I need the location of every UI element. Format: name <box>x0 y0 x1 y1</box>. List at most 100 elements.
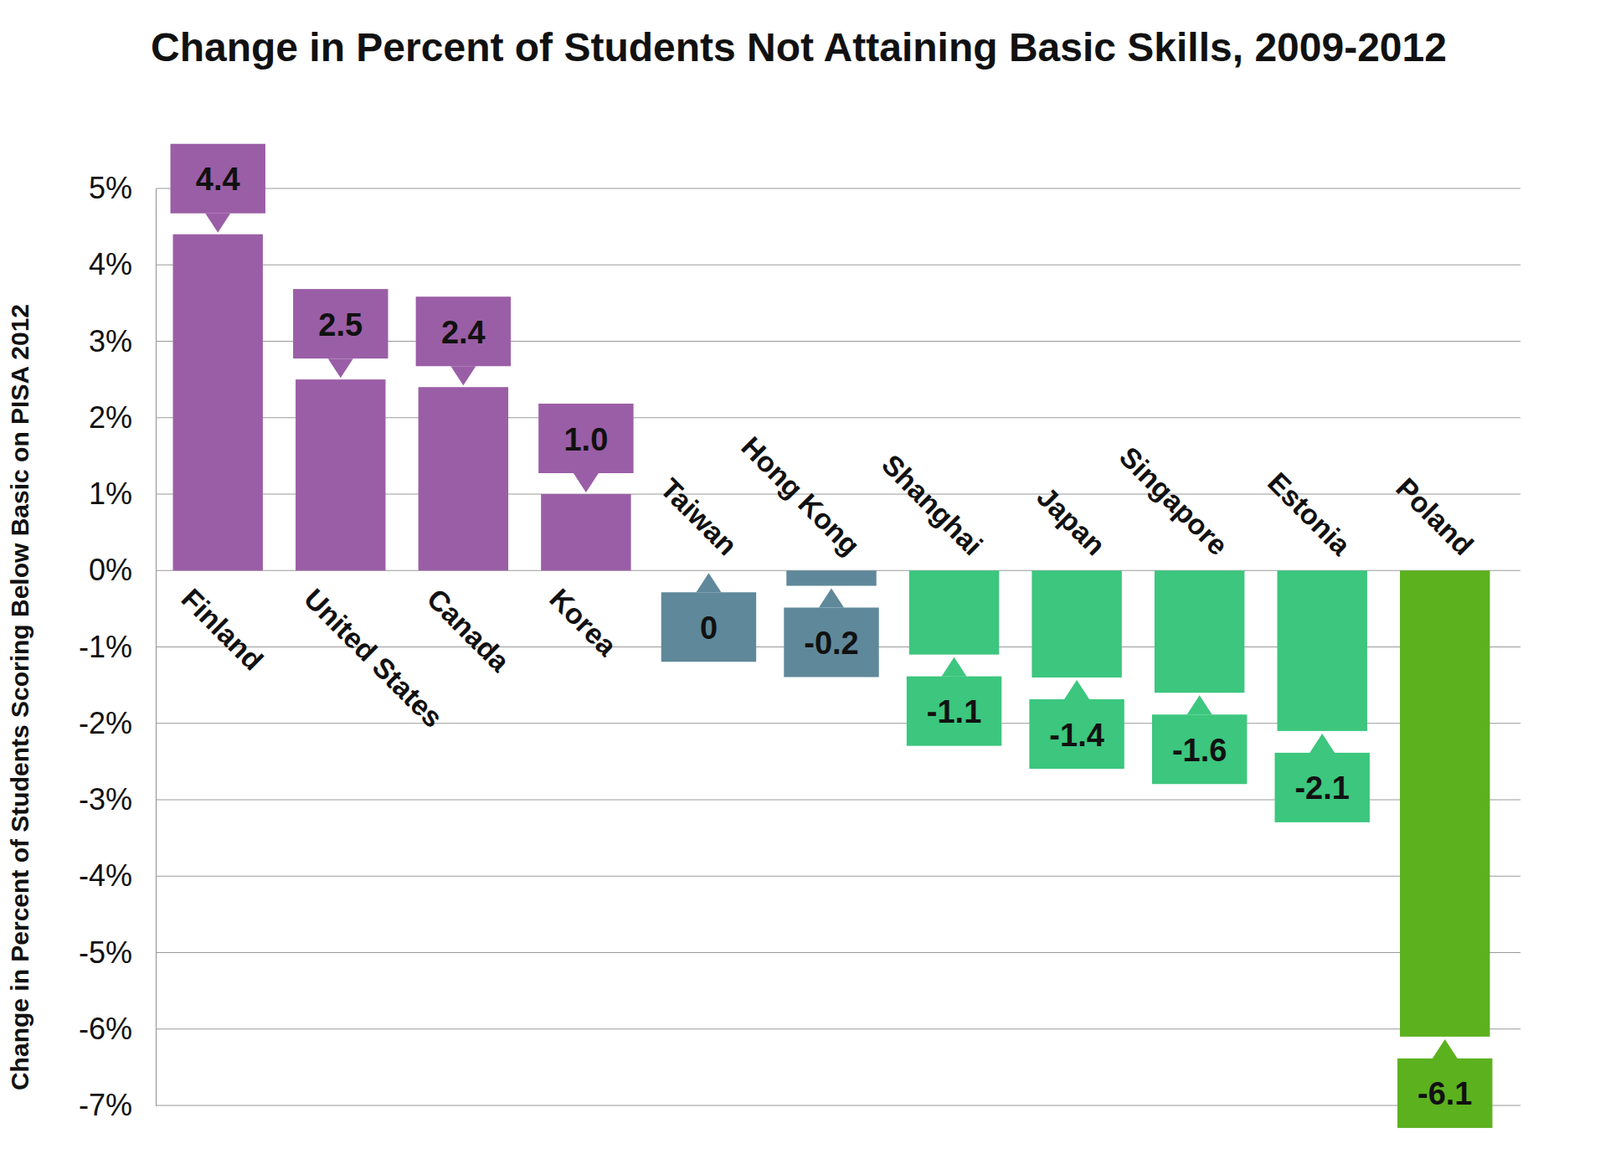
data-label-text: 2.5 <box>318 307 363 343</box>
y-tick-label: -4% <box>78 858 133 893</box>
label-box <box>1397 1058 1492 1128</box>
y-tick: -4% <box>78 858 156 893</box>
y-tick: -1% <box>78 629 156 664</box>
data-label-text: -2.1 <box>1294 770 1349 806</box>
category-label: Hong Kong <box>735 430 866 561</box>
data-label-text: 0 <box>699 610 718 646</box>
label-box <box>1152 714 1247 784</box>
data-label: -6.1 <box>1397 1039 1492 1128</box>
title-line: Change in Percent of Students Not Attain… <box>150 25 1447 70</box>
bar <box>1031 570 1122 678</box>
data-label: 2.4 <box>416 296 511 386</box>
data-label-text: -1.6 <box>1172 732 1227 768</box>
y-tick-label: 5% <box>88 170 133 206</box>
label-box <box>661 591 757 662</box>
chart: Change in Percent of Students Not Attain… <box>0 0 1600 1154</box>
data-label-text: 4.4 <box>195 161 241 197</box>
category-label: Japan <box>1030 480 1112 561</box>
y-tick: -7% <box>78 1087 156 1122</box>
y-axis-line <box>155 189 157 1107</box>
label-pointer <box>1309 733 1335 753</box>
y-tick-label: 2% <box>88 400 133 435</box>
title: Change in Percent of Students Not Attain… <box>150 25 1447 70</box>
data-label: 0 <box>661 572 757 662</box>
category-label: Singapore <box>1113 440 1235 561</box>
category-label: Shanghai <box>875 447 989 561</box>
data-label-text: -1.4 <box>1049 717 1104 753</box>
label-pointer <box>941 657 968 677</box>
y-tick: -5% <box>78 935 156 970</box>
category-label: Estonia <box>1261 465 1358 561</box>
y-tick: 0% <box>88 552 156 587</box>
y-axis: -7% -6% -5% -4% -3% -2% -1% 0% 1% 2% 3% 4% 5% <box>78 170 157 1122</box>
label-box <box>538 403 633 474</box>
y-tick-label: 3% <box>88 324 133 359</box>
grid-line <box>155 1104 1521 1106</box>
grid-line <box>155 951 1521 953</box>
data-label: 2.5 <box>293 288 388 378</box>
y-tick-label: -7% <box>78 1087 133 1122</box>
y-tick-label: 4% <box>88 246 133 282</box>
label-pointer <box>328 358 354 378</box>
y-tick-label: -2% <box>78 705 133 741</box>
y-tick: -6% <box>78 1011 156 1046</box>
data-label-text: -6.1 <box>1417 1075 1472 1112</box>
bar <box>663 570 754 572</box>
label-box <box>170 144 266 214</box>
bar <box>173 234 263 572</box>
label-box <box>1275 752 1370 823</box>
bar <box>1154 570 1245 693</box>
y-tick: -2% <box>78 705 156 741</box>
data-label-text: -1.1 <box>926 694 982 730</box>
grid-line <box>155 1028 1521 1029</box>
label-pointer <box>205 213 231 233</box>
bar <box>909 570 999 654</box>
y-tick: 1% <box>88 476 156 511</box>
category-label: Korea <box>543 581 624 663</box>
grid <box>155 188 1521 1106</box>
category-label: Canada <box>421 581 517 678</box>
label-box <box>416 296 511 366</box>
label-box <box>293 288 388 359</box>
y-tick: 5% <box>88 170 156 206</box>
data-label-text: -0.2 <box>803 625 859 661</box>
y-tick-label: -3% <box>78 781 133 817</box>
data-label: 4.4 <box>170 144 266 233</box>
label-pointer <box>818 588 844 608</box>
label-pointer <box>573 473 599 493</box>
data-labels: 4.4 2.5 2.4 1.0 0 -0.2 -1.1 -1.4 -1.6 -2.1 -6.1 <box>170 144 1493 1128</box>
category-label: Finland <box>175 581 270 676</box>
y-tick: 3% <box>88 324 156 359</box>
grid-line <box>155 264 1521 266</box>
data-label: 1.0 <box>538 403 633 493</box>
label-pointer <box>1432 1039 1458 1059</box>
bar <box>1399 570 1490 1037</box>
data-label: -1.6 <box>1152 694 1247 784</box>
label-pointer <box>1064 679 1090 700</box>
bar <box>295 379 386 571</box>
label-pointer <box>450 365 476 386</box>
label-pointer <box>1187 694 1213 715</box>
data-label-text: 1.0 <box>563 421 608 458</box>
y-tick: 4% <box>88 246 156 282</box>
y-tick-label: -1% <box>78 629 133 664</box>
bar <box>540 493 631 571</box>
grid-line <box>155 875 1521 877</box>
label-box <box>1028 699 1124 769</box>
category-label: Taiwan <box>653 472 744 562</box>
y-tick-label: 0% <box>88 552 133 587</box>
bar <box>1277 570 1368 731</box>
data-label: -2.1 <box>1275 733 1370 823</box>
label-box <box>783 607 879 678</box>
data-label: -1.1 <box>906 657 1002 746</box>
category-labels: FinlandUnited StatesCanadaKoreaTaiwanHon… <box>175 430 1481 734</box>
y-tick: -3% <box>78 781 156 817</box>
y-tick-label: -6% <box>78 1011 133 1046</box>
bar <box>786 570 876 586</box>
y-tick-label: 1% <box>88 476 133 511</box>
data-label: -1.4 <box>1028 679 1124 769</box>
label-pointer <box>695 572 721 592</box>
category-label: Poland <box>1389 471 1480 561</box>
data-label-text: 2.4 <box>441 314 486 350</box>
grid-line <box>155 187 1521 189</box>
